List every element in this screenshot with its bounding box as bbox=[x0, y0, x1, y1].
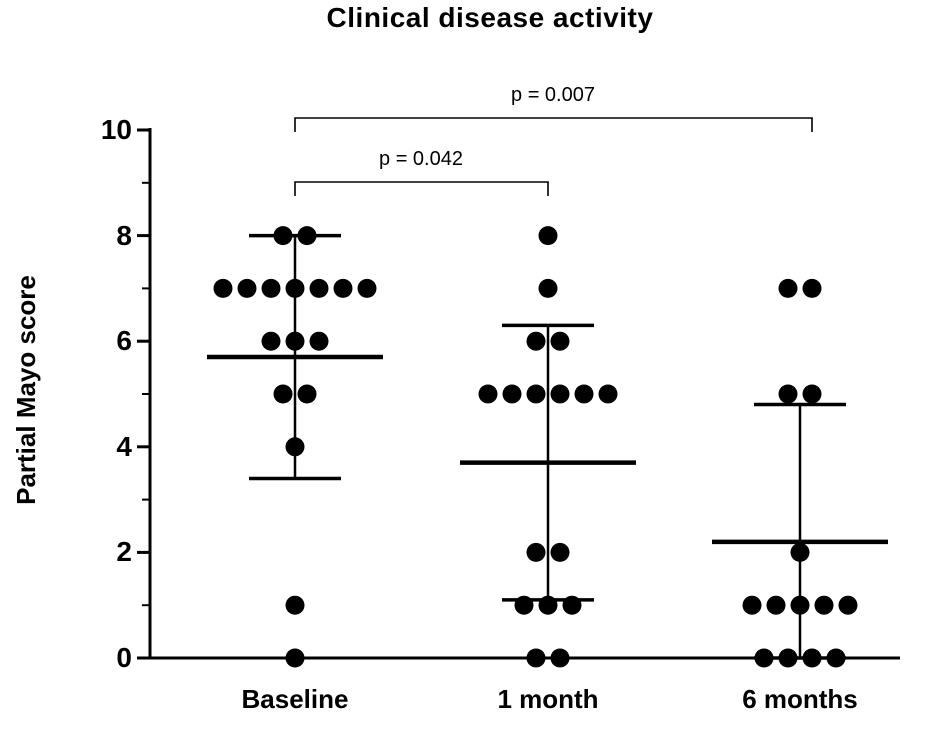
data-point bbox=[309, 278, 329, 298]
data-point bbox=[261, 278, 281, 298]
data-point bbox=[550, 542, 570, 562]
data-point bbox=[526, 542, 546, 562]
data-point bbox=[538, 226, 558, 246]
data-point bbox=[802, 384, 822, 404]
data-point bbox=[778, 384, 798, 404]
data-point bbox=[297, 384, 317, 404]
data-point bbox=[333, 278, 353, 298]
data-point bbox=[309, 331, 329, 351]
data-point bbox=[742, 595, 762, 615]
data-point bbox=[538, 278, 558, 298]
data-point bbox=[550, 331, 570, 351]
data-point bbox=[261, 331, 281, 351]
data-point bbox=[237, 278, 257, 298]
data-point bbox=[778, 278, 798, 298]
data-point bbox=[285, 648, 305, 668]
p-value-label-007: p = 0.007 bbox=[511, 84, 595, 106]
y-tick-label-10: 10 bbox=[100, 114, 132, 145]
significance-bracket bbox=[294, 117, 813, 132]
significance-bracket bbox=[294, 181, 549, 196]
y-axis-label: Partial Mayo score bbox=[11, 275, 41, 505]
data-point bbox=[526, 331, 546, 351]
data-point bbox=[550, 384, 570, 404]
y-tick-label-4: 4 bbox=[116, 431, 132, 462]
data-point bbox=[502, 384, 522, 404]
data-point bbox=[814, 595, 834, 615]
data-point bbox=[273, 384, 293, 404]
data-point bbox=[213, 278, 233, 298]
data-point bbox=[802, 278, 822, 298]
data-point bbox=[526, 648, 546, 668]
data-point bbox=[285, 595, 305, 615]
data-point bbox=[478, 384, 498, 404]
x-category-label-baseline: Baseline bbox=[241, 684, 349, 714]
y-tick-label-8: 8 bbox=[116, 220, 132, 251]
x-category-label-6-months: 6 months bbox=[742, 684, 858, 714]
chart-title: Clinical disease activity bbox=[326, 2, 654, 33]
y-tick-label-6: 6 bbox=[116, 325, 132, 356]
data-point bbox=[550, 648, 570, 668]
x-category-label-1-month: 1 month bbox=[497, 684, 599, 714]
data-point bbox=[598, 384, 618, 404]
data-point bbox=[766, 595, 786, 615]
p-value-label-042: p = 0.042 bbox=[379, 148, 463, 170]
data-point bbox=[526, 384, 546, 404]
data-point bbox=[574, 384, 594, 404]
data-point bbox=[357, 278, 377, 298]
y-tick-label-0: 0 bbox=[116, 642, 132, 673]
data-point bbox=[838, 595, 858, 615]
y-tick-label-2: 2 bbox=[116, 536, 132, 567]
